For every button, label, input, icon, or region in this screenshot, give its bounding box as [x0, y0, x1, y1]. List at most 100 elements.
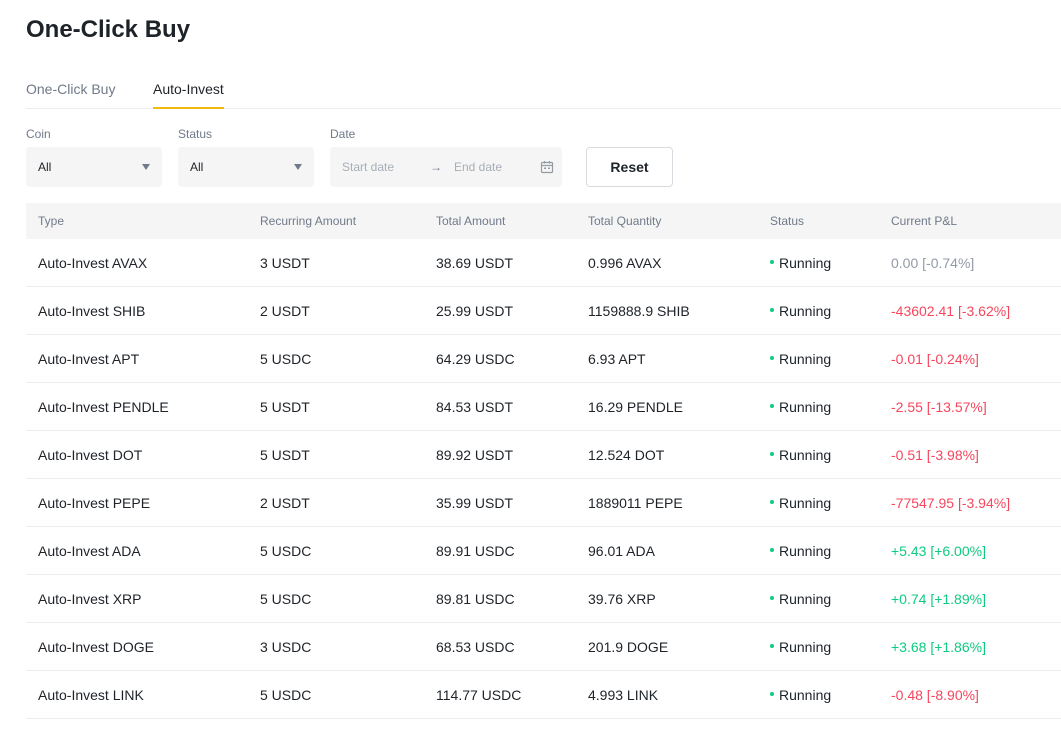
table-row[interactable]: Auto-Invest SHIB 2 USDT 25.99 USDT 1159888.…	[26, 287, 1061, 335]
status-dot-icon	[770, 644, 774, 649]
status-cell: Running	[770, 239, 831, 287]
column-header-total-quantity: Total Quantity	[588, 214, 662, 228]
status-text: Running	[779, 591, 832, 607]
type-cell: Auto-Invest LINK	[38, 687, 144, 703]
current-pnl-cell: -43602.41 [-3.62%]	[891, 303, 1011, 319]
status-dot-icon	[770, 452, 774, 457]
status-cell: Running	[770, 479, 831, 527]
table-row[interactable]: Auto-Invest ADA 5 USDC 89.91 USDC 96.01 ADA…	[26, 527, 1061, 575]
table-header: Type Recurring Amount Total Amount Total…	[26, 203, 1061, 239]
recurring-amount-cell: 3 USDC	[260, 639, 312, 655]
status-dot-icon	[770, 404, 774, 409]
status-dot-icon	[770, 260, 774, 265]
current-pnl-cell: -2.55 [-13.57%]	[891, 399, 987, 415]
total-quantity-cell: 16.29 PENDLE	[588, 399, 683, 415]
status-text: Running	[779, 495, 832, 511]
current-pnl-cell: -0.48 [-8.90%]	[891, 687, 979, 703]
total-amount-cell: 89.91 USDC	[436, 543, 515, 559]
total-amount-cell: 114.77 USDC	[436, 687, 522, 703]
total-amount-cell: 35.99 USDT	[436, 495, 514, 511]
status-cell: Running	[770, 575, 831, 623]
end-date-input[interactable]	[454, 160, 532, 174]
status-dot-icon	[770, 356, 774, 361]
type-cell: Auto-Invest DOT	[38, 447, 143, 463]
tab-auto-invest[interactable]: Auto-Invest	[153, 80, 224, 109]
start-date-input[interactable]	[342, 160, 420, 174]
current-pnl-cell: -77547.95 [-3.94%]	[891, 495, 1011, 511]
status-text: Running	[779, 351, 832, 367]
calendar-icon[interactable]	[540, 160, 554, 174]
status-dot-icon	[770, 308, 774, 313]
tab-bar: One-Click Buy Auto-Invest	[26, 72, 1061, 109]
recurring-amount-cell: 5 USDT	[260, 447, 310, 463]
total-quantity-cell: 39.76 XRP	[588, 591, 656, 607]
status-filter-label: Status	[178, 127, 213, 141]
total-amount-cell: 38.69 USDT	[436, 255, 514, 271]
type-cell: Auto-Invest APT	[38, 351, 140, 367]
status-text: Running	[779, 255, 832, 271]
table-row[interactable]: Auto-Invest AVAX 3 USDT 38.69 USDT 0.996 AV…	[26, 239, 1061, 287]
total-quantity-cell: 12.524 DOT	[588, 447, 665, 463]
table-row[interactable]: Auto-Invest LINK 5 USDC 114.77 USDC 4.993 L…	[26, 671, 1061, 719]
status-cell: Running	[770, 431, 831, 479]
total-amount-cell: 84.53 USDT	[436, 399, 514, 415]
status-cell: Running	[770, 671, 831, 719]
recurring-amount-cell: 5 USDC	[260, 351, 312, 367]
recurring-amount-cell: 5 USDC	[260, 687, 312, 703]
total-amount-cell: 25.99 USDT	[436, 303, 514, 319]
table-row[interactable]: Auto-Invest PENDLE 5 USDT 84.53 USDT 16.29 …	[26, 383, 1061, 431]
date-filter-label: Date	[330, 127, 356, 141]
total-amount-cell: 89.81 USDC	[436, 591, 515, 607]
recurring-amount-cell: 3 USDT	[260, 255, 310, 271]
table-row[interactable]: Auto-Invest DOT 5 USDT 89.92 USDT 12.524 DO…	[26, 431, 1061, 479]
total-amount-cell: 68.53 USDC	[436, 639, 515, 655]
status-cell: Running	[770, 287, 831, 335]
total-quantity-cell: 1159888.9 SHIB	[588, 303, 690, 319]
column-header-current-pnl: Current P&L	[891, 214, 958, 228]
table-row[interactable]: Auto-Invest PEPE 2 USDT 35.99 USDT 1889011 …	[26, 479, 1061, 527]
type-cell: Auto-Invest AVAX	[38, 255, 148, 271]
recurring-amount-cell: 2 USDT	[260, 495, 310, 511]
status-text: Running	[779, 303, 832, 319]
table-row[interactable]: Auto-Invest XRP 5 USDC 89.81 USDC 39.76 XRP…	[26, 575, 1061, 623]
reset-button[interactable]: Reset	[586, 147, 673, 187]
status-cell: Running	[770, 623, 831, 671]
type-cell: Auto-Invest PEPE	[38, 495, 151, 511]
status-dot-icon	[770, 596, 774, 601]
type-cell: Auto-Invest PENDLE	[38, 399, 169, 415]
type-cell: Auto-Invest SHIB	[38, 303, 146, 319]
status-dot-icon	[770, 548, 774, 553]
current-pnl-cell: +5.43 [+6.00%]	[891, 543, 986, 559]
column-header-total-amount: Total Amount	[436, 214, 506, 228]
status-cell: Running	[770, 527, 831, 575]
table-body: Auto-Invest AVAX 3 USDT 38.69 USDT 0.996 AV…	[26, 239, 1061, 719]
current-pnl-cell: +0.74 [+1.89%]	[891, 591, 986, 607]
status-select[interactable]: All	[178, 147, 314, 187]
recurring-amount-cell: 5 USDC	[260, 543, 312, 559]
tab-one-click-buy[interactable]: One-Click Buy	[26, 81, 116, 97]
total-quantity-cell: 1889011 PEPE	[588, 495, 683, 511]
status-text: Running	[779, 447, 832, 463]
status-cell: Running	[770, 383, 831, 431]
type-cell: Auto-Invest DOGE	[38, 639, 154, 655]
type-cell: Auto-Invest ADA	[38, 543, 141, 559]
total-quantity-cell: 4.993 LINK	[588, 687, 659, 703]
type-cell: Auto-Invest XRP	[38, 591, 142, 607]
coin-select-value: All	[38, 160, 52, 174]
date-range-picker: →	[330, 147, 562, 187]
column-header-type: Type	[38, 214, 65, 228]
table-row[interactable]: Auto-Invest APT 5 USDC 64.29 USDC 6.93 APT R…	[26, 335, 1061, 383]
total-quantity-cell: 0.996 AVAX	[588, 255, 662, 271]
total-amount-cell: 89.92 USDT	[436, 447, 514, 463]
status-text: Running	[779, 687, 832, 703]
current-pnl-cell: +3.68 [+1.86%]	[891, 639, 986, 655]
page-title: One-Click Buy	[26, 16, 191, 43]
table-row[interactable]: Auto-Invest DOGE 3 USDC 68.53 USDC 201.9 DO…	[26, 623, 1061, 671]
status-select-value: All	[190, 160, 204, 174]
total-quantity-cell: 201.9 DOGE	[588, 639, 669, 655]
coin-select[interactable]: All	[26, 147, 162, 187]
total-quantity-cell: 96.01 ADA	[588, 543, 655, 559]
total-quantity-cell: 6.93 APT	[588, 351, 646, 367]
current-pnl-cell: -0.01 [-0.24%]	[891, 351, 979, 367]
